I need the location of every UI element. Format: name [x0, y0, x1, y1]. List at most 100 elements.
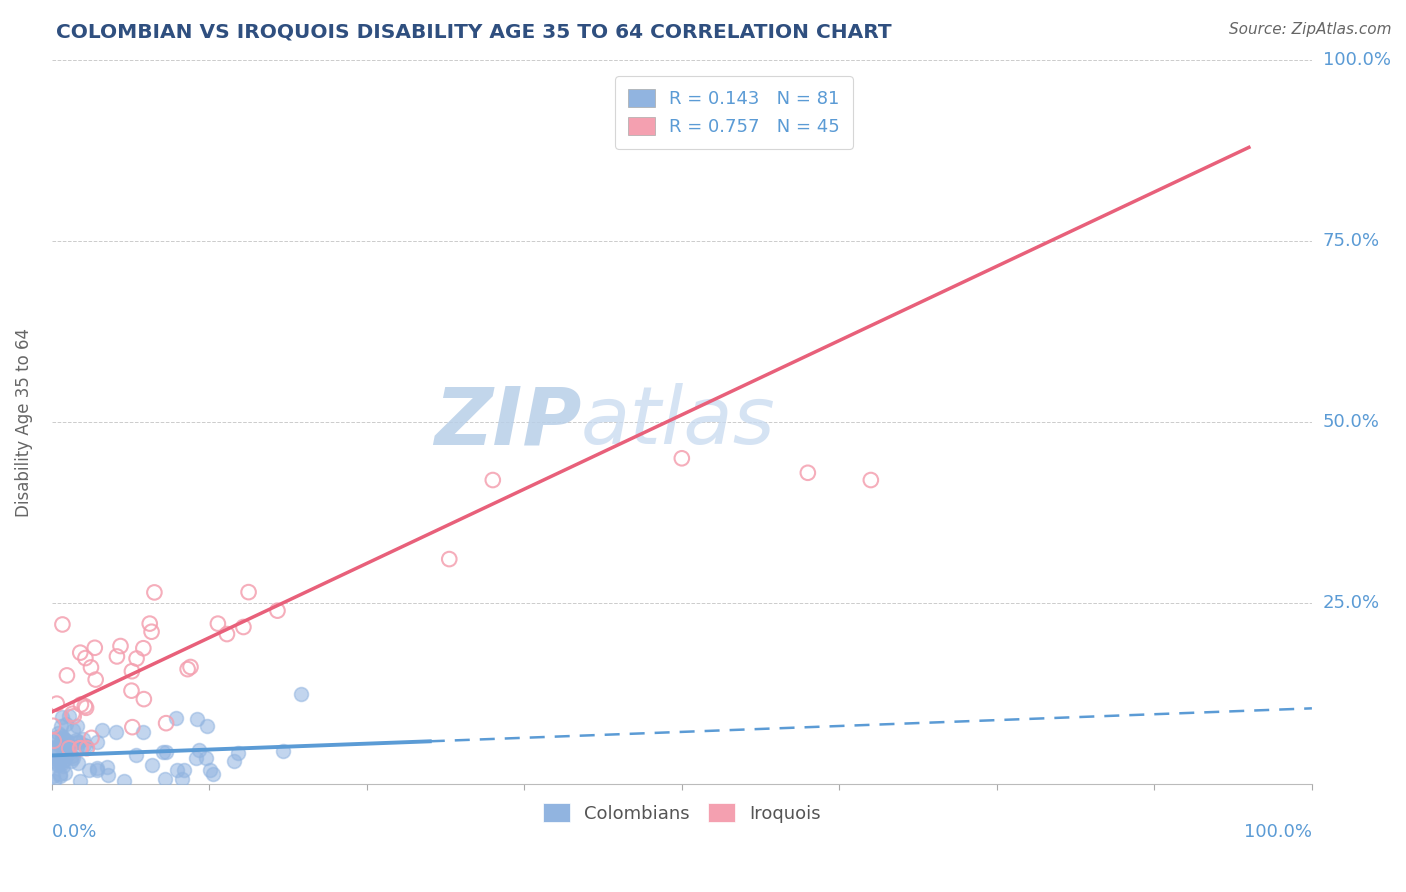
- Point: [75, 700, 97, 714]
- Point: [187, 743, 209, 757]
- Point: [49, 718, 72, 732]
- Point: [62, 706, 84, 721]
- Point: [184, 751, 207, 765]
- Point: [97, 768, 120, 782]
- Point: [207, 616, 229, 631]
- Text: 50.0%: 50.0%: [1323, 413, 1379, 431]
- Point: [58, 741, 80, 756]
- Point: [132, 641, 155, 656]
- Point: [62, 709, 84, 723]
- Legend: Colombians, Iroquois: Colombians, Iroquois: [536, 796, 828, 830]
- Point: [121, 683, 143, 698]
- Point: [266, 604, 288, 618]
- Point: [75, 651, 97, 665]
- Point: [198, 763, 221, 777]
- Point: [273, 744, 295, 758]
- Text: ZIP: ZIP: [433, 383, 581, 461]
- Point: [105, 649, 128, 664]
- Point: [55, 734, 77, 748]
- Point: [65, 735, 87, 749]
- Point: [671, 451, 693, 466]
- Point: [141, 624, 163, 639]
- Point: [83, 640, 105, 655]
- Point: [70, 698, 93, 712]
- Point: [91, 723, 114, 737]
- Point: [52, 758, 75, 772]
- Point: [69, 646, 91, 660]
- Point: [60, 748, 83, 763]
- Text: 100.0%: 100.0%: [1244, 823, 1312, 841]
- Point: [42, 769, 65, 783]
- Text: COLOMBIAN VS IROQUOIS DISABILITY AGE 35 TO 64 CORRELATION CHART: COLOMBIAN VS IROQUOIS DISABILITY AGE 35 …: [56, 22, 891, 41]
- Point: [153, 772, 176, 787]
- Point: [44, 773, 66, 788]
- Point: [132, 725, 155, 739]
- Point: [84, 673, 107, 687]
- Point: [121, 720, 143, 734]
- Text: atlas: atlas: [581, 383, 776, 461]
- Point: [65, 732, 87, 747]
- Point: [138, 616, 160, 631]
- Point: [141, 758, 163, 772]
- Text: 100.0%: 100.0%: [1323, 51, 1391, 69]
- Point: [53, 733, 76, 747]
- Text: 0.0%: 0.0%: [52, 823, 97, 841]
- Point: [152, 745, 174, 759]
- Point: [173, 763, 195, 777]
- Point: [859, 473, 882, 487]
- Point: [53, 738, 76, 752]
- Point: [143, 585, 166, 599]
- Point: [53, 753, 76, 767]
- Point: [170, 772, 193, 786]
- Point: [155, 716, 177, 731]
- Point: [125, 747, 148, 762]
- Point: [176, 662, 198, 676]
- Point: [51, 736, 73, 750]
- Point: [49, 769, 72, 783]
- Y-axis label: Disability Age 35 to 64: Disability Age 35 to 64: [15, 327, 32, 516]
- Point: [80, 660, 103, 674]
- Text: 25.0%: 25.0%: [1323, 594, 1381, 612]
- Point: [53, 765, 76, 780]
- Point: [215, 627, 238, 641]
- Point: [59, 755, 82, 769]
- Point: [62, 751, 84, 765]
- Point: [72, 732, 94, 747]
- Point: [56, 668, 79, 682]
- Text: Source: ZipAtlas.com: Source: ZipAtlas.com: [1229, 22, 1392, 37]
- Point: [238, 585, 260, 599]
- Point: [52, 740, 75, 755]
- Point: [56, 743, 79, 757]
- Point: [42, 747, 65, 761]
- Point: [51, 729, 73, 743]
- Point: [44, 740, 66, 755]
- Point: [45, 697, 67, 711]
- Point: [70, 741, 93, 756]
- Point: [155, 745, 177, 759]
- Point: [73, 699, 96, 714]
- Point: [46, 754, 69, 768]
- Point: [45, 730, 67, 744]
- Point: [55, 743, 77, 757]
- Point: [77, 763, 100, 777]
- Point: [52, 738, 75, 752]
- Point: [194, 751, 217, 765]
- Point: [195, 719, 218, 733]
- Point: [125, 651, 148, 665]
- Point: [42, 734, 65, 748]
- Point: [165, 711, 187, 725]
- Point: [42, 754, 65, 768]
- Point: [186, 712, 208, 726]
- Text: 75.0%: 75.0%: [1323, 232, 1381, 250]
- Point: [51, 756, 73, 770]
- Point: [86, 735, 108, 749]
- Point: [66, 739, 89, 754]
- Point: [86, 764, 108, 778]
- Point: [51, 710, 73, 724]
- Point: [439, 552, 461, 566]
- Point: [76, 741, 98, 756]
- Point: [69, 741, 91, 756]
- Point: [49, 766, 72, 780]
- Point: [58, 709, 80, 723]
- Point: [104, 724, 127, 739]
